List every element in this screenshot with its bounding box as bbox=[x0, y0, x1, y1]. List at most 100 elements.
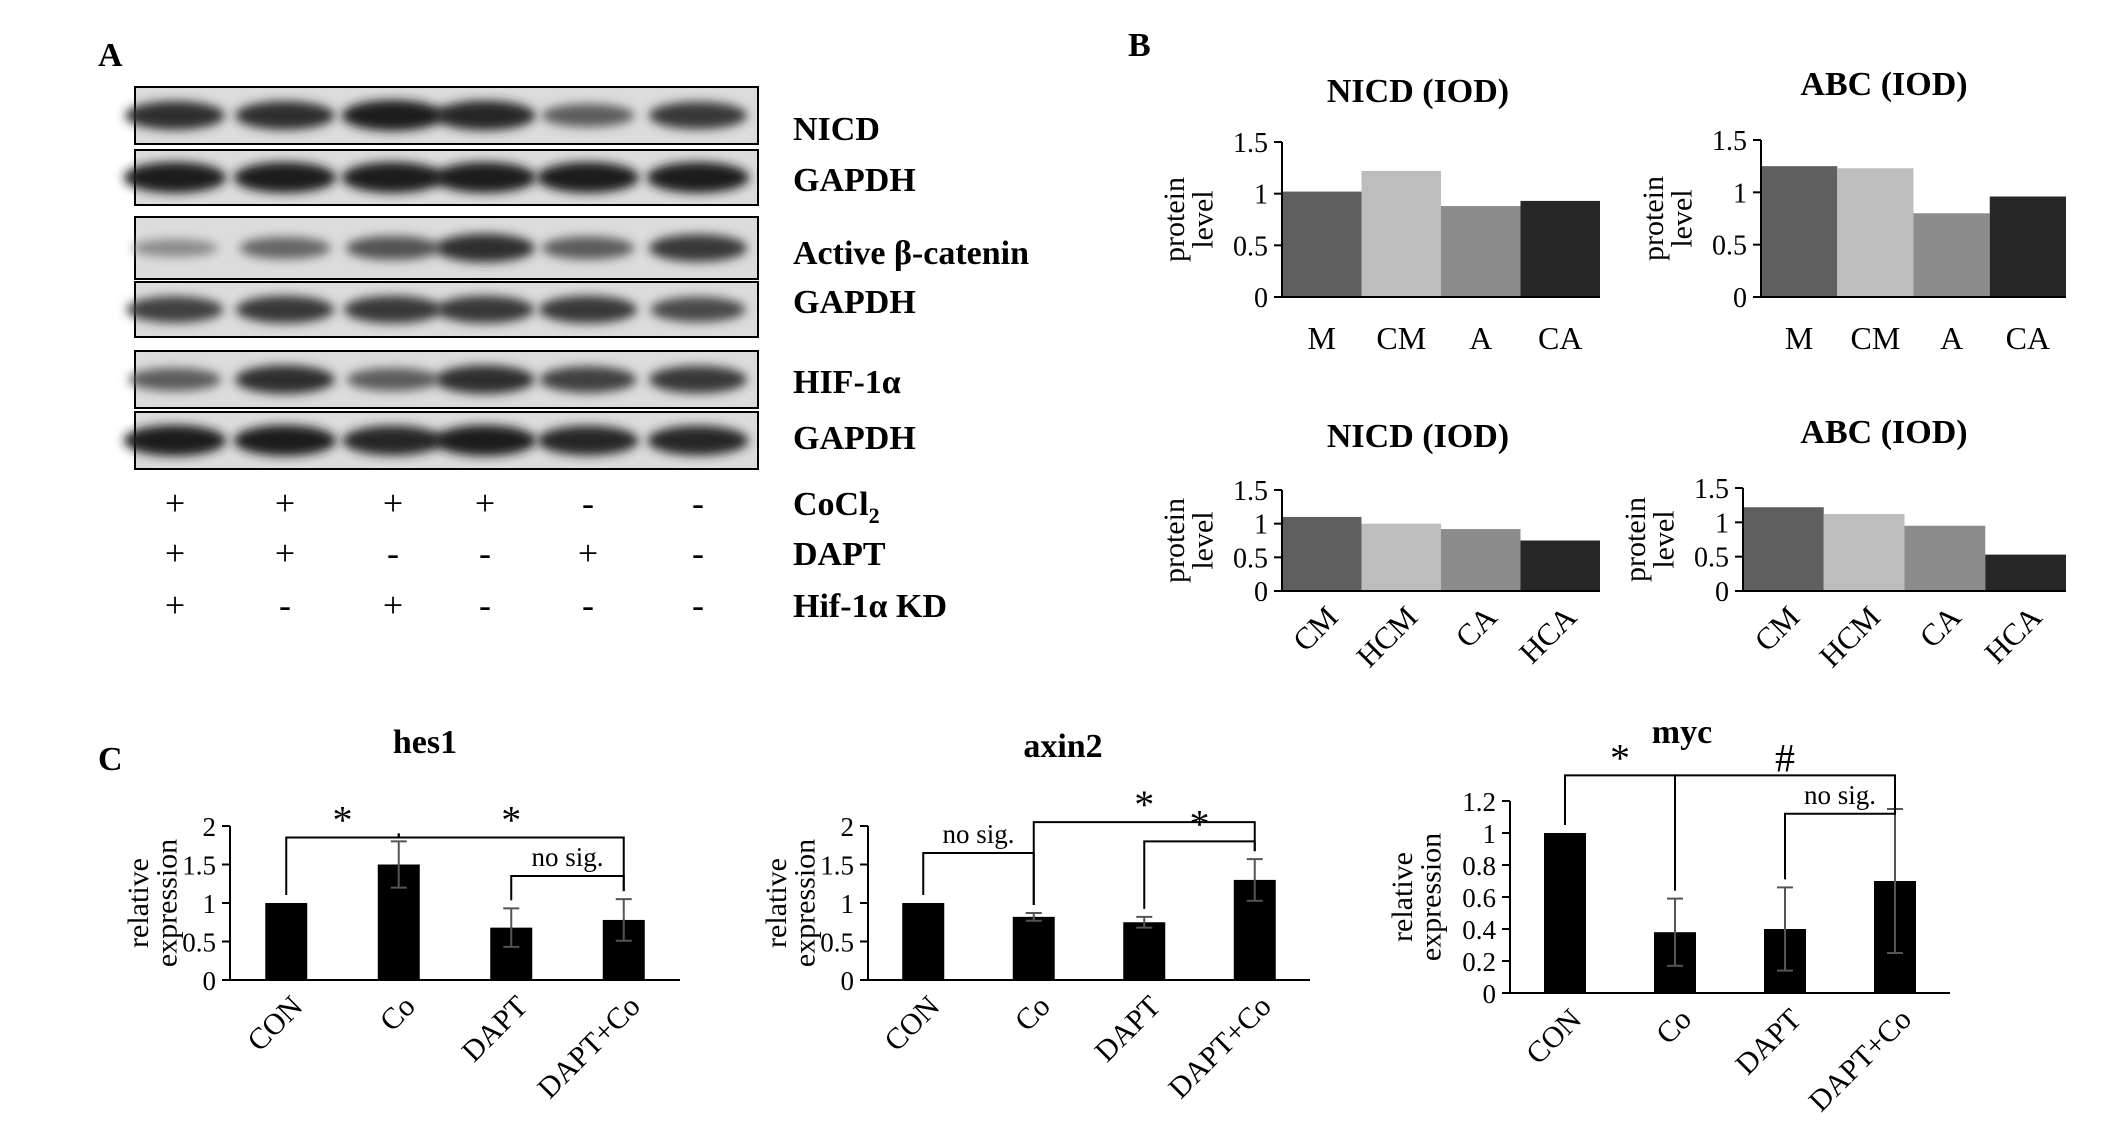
x-tick-label: DAPT+Co bbox=[1162, 990, 1277, 1105]
x-tick-label: HCM bbox=[1812, 599, 1887, 674]
x-tick-label: CM bbox=[1747, 599, 1806, 658]
bar bbox=[1441, 529, 1521, 591]
condition-sign: + bbox=[165, 483, 185, 523]
y-tick-label: 2 bbox=[203, 812, 217, 842]
blot-band bbox=[343, 295, 443, 324]
blot-band bbox=[650, 296, 746, 323]
significance-bracket bbox=[1032, 821, 1256, 906]
x-tick-label: DAPT+Co bbox=[531, 990, 646, 1105]
panel-label-a: A bbox=[98, 37, 123, 74]
bar bbox=[265, 903, 308, 980]
y-tick-label: 1 bbox=[841, 889, 855, 919]
blot-band bbox=[435, 365, 535, 394]
bar bbox=[1361, 170, 1441, 297]
chart-c1: hes1 0 0.5 1 1.5 2 relativeexpression CON Co DAPT… bbox=[122, 724, 680, 1105]
blot-band bbox=[648, 365, 748, 394]
y-axis-label: relativeexpression bbox=[1386, 833, 1448, 961]
x-tick-label: DAPT bbox=[1088, 990, 1167, 1069]
y-tick-label: 1.5 bbox=[820, 851, 854, 881]
y-tick-label: 1.5 bbox=[182, 851, 216, 881]
chart-c2: axin2 0 0.5 1 1.5 2 relativeexpression CON Co DAP… bbox=[760, 728, 1310, 1105]
bar bbox=[1989, 196, 2066, 297]
blot-band bbox=[132, 239, 218, 257]
bar bbox=[1544, 833, 1586, 993]
x-tick-label: DAPT bbox=[455, 990, 534, 1069]
y-axis-label: proteinlevel bbox=[1619, 497, 1681, 582]
y-tick-label: 0.6 bbox=[1462, 883, 1496, 913]
blot-band bbox=[435, 233, 535, 263]
blot-band bbox=[541, 236, 635, 260]
x-tick-label: CM bbox=[1286, 599, 1345, 658]
x-tick-label: CA bbox=[1448, 599, 1504, 655]
bar bbox=[1441, 206, 1521, 297]
blot-band bbox=[433, 162, 537, 193]
y-tick-label: 0 bbox=[841, 966, 855, 996]
chart-c3: myc 00.20.40.60.811.2 relativeexpression CO… bbox=[1386, 714, 1950, 1118]
significance-bracket bbox=[1784, 801, 1896, 880]
blot-band bbox=[128, 367, 222, 392]
y-tick-label: 0.5 bbox=[1233, 543, 1268, 574]
y-tick-label: 0.2 bbox=[1462, 947, 1496, 977]
panel-label-c: C bbox=[98, 741, 123, 778]
blot-band bbox=[233, 425, 337, 456]
significance-label: * bbox=[1610, 735, 1630, 780]
x-tick-label: CM bbox=[1850, 320, 1900, 356]
blot-band bbox=[235, 101, 335, 130]
bar bbox=[1743, 507, 1824, 591]
y-tick-label: 1 bbox=[1715, 508, 1729, 539]
chart-title: NICD (IOD) bbox=[1327, 73, 1509, 110]
blot-row-label: GAPDH bbox=[793, 162, 916, 199]
condition-sign: + bbox=[275, 533, 295, 573]
blot-band bbox=[125, 101, 225, 130]
condition-sign: - bbox=[692, 483, 704, 523]
y-tick-label: 0.5 bbox=[1712, 231, 1747, 262]
blot-row-label: Active β-catenin bbox=[793, 235, 1029, 272]
y-tick-label: 0.5 bbox=[820, 928, 854, 958]
bar bbox=[1282, 516, 1362, 591]
y-axis-label: relativeexpression bbox=[122, 839, 184, 967]
y-tick-label: 1 bbox=[1254, 510, 1268, 541]
x-tick-label: HCM bbox=[1350, 599, 1425, 674]
x-tick-label: CON bbox=[241, 990, 309, 1058]
blot-band bbox=[537, 425, 639, 456]
y-tick-label: 1 bbox=[203, 889, 217, 919]
chart-title: ABC (IOD) bbox=[1800, 66, 1967, 103]
condition-sign: - bbox=[692, 533, 704, 573]
x-tick-label: CA bbox=[1538, 320, 1582, 356]
bar bbox=[1985, 554, 2066, 591]
x-tick-label: DAPT+Co bbox=[1802, 1003, 1917, 1118]
x-tick-label: M bbox=[1308, 320, 1336, 356]
blot-band bbox=[539, 366, 637, 393]
y-tick-label: 0.5 bbox=[182, 928, 216, 958]
significance-bracket bbox=[510, 875, 625, 901]
bar bbox=[1761, 166, 1838, 297]
condition-sign: - bbox=[582, 483, 594, 523]
significance-label: # bbox=[1775, 735, 1795, 780]
x-tick-label: CA bbox=[2006, 320, 2050, 356]
blot-band bbox=[123, 162, 227, 193]
chart-title: axin2 bbox=[1023, 728, 1102, 765]
y-tick-label: 1 bbox=[1483, 819, 1497, 849]
blot-band bbox=[648, 101, 748, 130]
chart-title: myc bbox=[1652, 714, 1712, 751]
x-tick-label: CON bbox=[1520, 1003, 1588, 1071]
x-tick-label: HCA bbox=[1978, 599, 2049, 670]
bar bbox=[1520, 540, 1600, 591]
blot-band bbox=[235, 295, 335, 324]
condition-sign: + bbox=[383, 585, 403, 625]
blot-band bbox=[345, 235, 441, 261]
blot-band bbox=[235, 365, 335, 394]
x-tick-label: Co bbox=[1009, 990, 1057, 1038]
condition-sign: + bbox=[165, 533, 185, 573]
bar bbox=[1012, 916, 1055, 980]
y-tick-label: 0 bbox=[1254, 283, 1268, 314]
y-tick-label: 0.4 bbox=[1462, 915, 1496, 945]
x-tick-label: M bbox=[1785, 320, 1813, 356]
y-tick-label: 0 bbox=[1483, 979, 1497, 1009]
condition-sign: - bbox=[479, 533, 491, 573]
condition-label: CoCl2 bbox=[793, 486, 880, 528]
x-tick-label: Co bbox=[1650, 1003, 1698, 1051]
chart-b2: ABC (IOD) 0 0.5 1 1.5 proteinlevel M CM A CA bbox=[1637, 66, 2066, 356]
condition-sign: - bbox=[692, 585, 704, 625]
y-tick-label: 0 bbox=[203, 966, 217, 996]
